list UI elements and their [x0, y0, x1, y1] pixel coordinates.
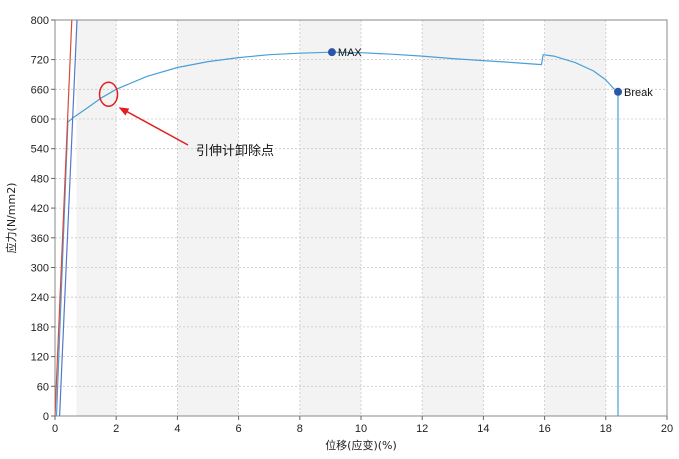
annotation-circle	[98, 81, 119, 107]
series-group	[55, 20, 619, 416]
point-label-max: MAX	[338, 47, 363, 59]
x-tick-label-9: 18	[600, 423, 612, 435]
x-tick-label-8: 16	[538, 423, 550, 435]
y-tick-label-11: 660	[31, 84, 49, 96]
y-tick-label-13: 800	[31, 15, 49, 27]
y-axis-label: 应力(N/mm2)	[4, 183, 18, 254]
x-axis-label: 位移(应变)(%)	[325, 438, 397, 452]
y-tick-label-9: 540	[31, 144, 49, 156]
x-axis-ticks: 0 2 4 6 8 10 12 14 16 18 20	[52, 416, 673, 435]
shaded-band-0	[76, 20, 117, 416]
points-group: MAX Break	[327, 47, 653, 99]
shaded-bands	[76, 20, 606, 416]
y-tick-label-0: 0	[43, 411, 49, 423]
x-tick-label-1: 2	[113, 423, 119, 435]
x-tick-label-4: 8	[297, 423, 303, 435]
series-line-2	[59, 20, 78, 416]
x-tick-label-10: 20	[661, 423, 673, 435]
y-tick-label-3: 180	[31, 322, 49, 334]
y-tick-label-2: 120	[31, 352, 49, 364]
series-line-1	[55, 20, 73, 416]
y-tick-label-7: 420	[31, 203, 49, 215]
y-axis-ticks: 0 60 120 180 240 300 360 420 480 540 600 660 720 800	[31, 15, 55, 423]
shaded-band-4	[544, 20, 606, 416]
annotation-label: 引伸计卸除点	[196, 143, 274, 159]
point-marker-break	[614, 87, 623, 96]
y-tick-label-12: 720	[31, 55, 49, 67]
shaded-band-3	[422, 20, 484, 416]
x-tick-label-5: 10	[355, 423, 367, 435]
x-tick-label-6: 12	[416, 423, 428, 435]
shaded-band-2	[299, 20, 361, 416]
y-tick-label-8: 480	[31, 173, 49, 185]
y-tick-label-1: 60	[37, 381, 49, 393]
annotation-group: 引伸计卸除点	[98, 81, 274, 159]
point-label-break: Break	[624, 87, 653, 99]
annotation-arrow-line	[124, 109, 189, 146]
x-tick-label-2: 4	[174, 423, 180, 435]
x-tick-label-3: 6	[236, 423, 242, 435]
point-marker-max	[327, 48, 336, 57]
y-tick-label-10: 600	[31, 114, 49, 126]
x-tick-label-0: 0	[52, 423, 58, 435]
y-tick-label-6: 360	[31, 233, 49, 245]
x-tick-label-7: 14	[477, 423, 489, 435]
series-line-0	[55, 51, 619, 416]
y-tick-label-5: 300	[31, 263, 49, 275]
annotation-arrow-head	[118, 107, 130, 116]
y-tick-label-4: 240	[31, 292, 49, 304]
shaded-band-1	[177, 20, 239, 416]
